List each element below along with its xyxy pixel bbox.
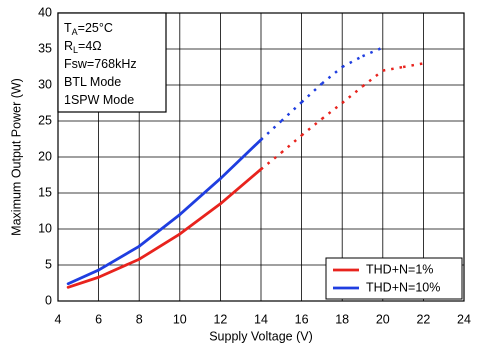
y-tick-label: 20 bbox=[38, 149, 52, 163]
x-tick-label: 20 bbox=[376, 312, 390, 326]
series-line bbox=[341, 55, 364, 69]
legend-label: THD+N=1% bbox=[366, 262, 433, 276]
annotation: BTL Mode bbox=[64, 75, 121, 89]
annotation: Fsw=768kHz bbox=[64, 57, 137, 71]
legend-label: THD+N=10% bbox=[366, 280, 440, 294]
x-tick-label: 16 bbox=[295, 312, 309, 326]
x-tick-label: 4 bbox=[55, 312, 62, 326]
series-line bbox=[341, 85, 364, 104]
y-tick-label: 10 bbox=[38, 221, 52, 235]
annotation-text: =25°C bbox=[78, 21, 113, 35]
series-line bbox=[321, 66, 343, 85]
series-line bbox=[218, 167, 263, 206]
annotation: RL=4Ω bbox=[64, 39, 102, 55]
x-tick-label: 6 bbox=[95, 312, 102, 326]
series-line bbox=[361, 69, 384, 88]
series-line bbox=[280, 134, 303, 154]
annotation-text: =4Ω bbox=[78, 39, 102, 53]
series-line bbox=[97, 244, 141, 272]
series-line bbox=[66, 268, 100, 286]
annotation-text: Fsw=768kHz bbox=[64, 57, 137, 71]
annotation-text: BTL Mode bbox=[64, 75, 121, 89]
y-tick-label: 25 bbox=[38, 113, 52, 127]
annotation-text: T bbox=[64, 21, 72, 35]
x-tick-label: 8 bbox=[136, 312, 143, 326]
series-line bbox=[280, 101, 303, 122]
annotation-subscript: L bbox=[73, 45, 78, 55]
plot-frame bbox=[57, 12, 465, 302]
series-line bbox=[260, 120, 283, 141]
x-tick-label: 10 bbox=[173, 312, 187, 326]
y-tick-label: 40 bbox=[38, 5, 52, 19]
y-tick-label: 0 bbox=[45, 293, 52, 307]
y-tick-label: 35 bbox=[38, 41, 52, 55]
series-line bbox=[218, 138, 263, 181]
series-line bbox=[178, 177, 222, 217]
x-tick-label: 14 bbox=[254, 312, 268, 326]
x-axis-label: Supply Voltage (V) bbox=[209, 329, 313, 343]
annotation-box bbox=[57, 12, 167, 113]
series-line bbox=[137, 213, 182, 248]
series-line bbox=[137, 232, 182, 261]
y-tick-label: 15 bbox=[38, 185, 52, 199]
series-line bbox=[260, 151, 283, 171]
series-line bbox=[402, 62, 424, 69]
series-line bbox=[300, 82, 323, 104]
annotation-text: 1SPW Mode bbox=[64, 93, 134, 107]
x-tick-label: 22 bbox=[416, 312, 430, 326]
legend-box bbox=[325, 257, 463, 300]
series-line bbox=[178, 202, 222, 236]
series-line bbox=[97, 257, 141, 279]
series-line bbox=[362, 46, 384, 58]
y-axis-label: Maximum Output Power (W) bbox=[9, 78, 23, 236]
series-line bbox=[321, 102, 343, 120]
annotation: 1SPW Mode bbox=[64, 93, 134, 107]
y-tick-label: 5 bbox=[45, 257, 52, 271]
series-line bbox=[382, 65, 404, 72]
annotation-text: R bbox=[64, 39, 73, 53]
y-tick-label: 30 bbox=[38, 77, 52, 91]
x-tick-label: 12 bbox=[213, 312, 227, 326]
x-tick-label: 18 bbox=[335, 312, 349, 326]
series-line bbox=[66, 275, 100, 289]
x-tick-label: 24 bbox=[457, 312, 471, 326]
annotation: TA=25°C bbox=[64, 21, 113, 37]
annotation-subscript: A bbox=[72, 27, 78, 37]
